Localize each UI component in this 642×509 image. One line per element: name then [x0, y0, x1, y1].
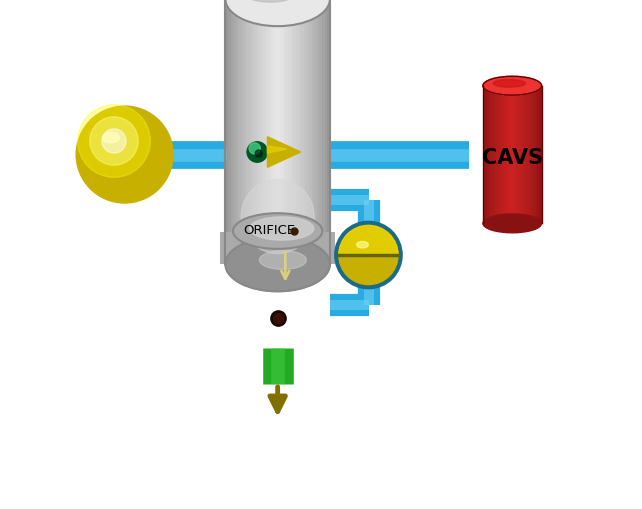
- Bar: [532, 87, 534, 224]
- Bar: [267, 0, 270, 265]
- Bar: [501, 87, 503, 224]
- Bar: [277, 0, 281, 265]
- Bar: [304, 0, 307, 265]
- Bar: [254, 0, 257, 265]
- Ellipse shape: [356, 242, 369, 248]
- Bar: [510, 87, 513, 224]
- Ellipse shape: [225, 0, 330, 27]
- Bar: [526, 87, 528, 224]
- Bar: [249, 0, 252, 265]
- Bar: [508, 87, 511, 224]
- Bar: [327, 0, 331, 265]
- Bar: [499, 87, 501, 224]
- Bar: [272, 0, 275, 265]
- Circle shape: [339, 226, 398, 285]
- Circle shape: [247, 143, 268, 163]
- Bar: [241, 0, 244, 265]
- Bar: [507, 87, 509, 224]
- Ellipse shape: [250, 217, 314, 241]
- Bar: [238, 0, 241, 265]
- Bar: [259, 0, 263, 265]
- Bar: [288, 0, 291, 265]
- Bar: [489, 87, 491, 224]
- Bar: [314, 0, 317, 265]
- Circle shape: [334, 222, 402, 289]
- Bar: [301, 0, 304, 265]
- Bar: [530, 87, 532, 224]
- Ellipse shape: [483, 77, 542, 96]
- Ellipse shape: [225, 238, 330, 292]
- Circle shape: [90, 118, 138, 166]
- Bar: [522, 87, 525, 224]
- Bar: [490, 87, 493, 224]
- Circle shape: [102, 130, 126, 154]
- Bar: [483, 87, 485, 224]
- Bar: [487, 87, 489, 224]
- Circle shape: [78, 105, 150, 178]
- Polygon shape: [268, 147, 287, 154]
- Circle shape: [256, 151, 263, 158]
- Ellipse shape: [233, 214, 322, 249]
- Bar: [230, 0, 234, 265]
- Circle shape: [76, 107, 173, 204]
- Bar: [311, 0, 315, 265]
- Bar: [265, 0, 268, 265]
- Wedge shape: [339, 226, 398, 256]
- Bar: [233, 0, 236, 265]
- Bar: [518, 87, 521, 224]
- Bar: [309, 0, 312, 265]
- Bar: [497, 87, 499, 224]
- Bar: [296, 0, 299, 265]
- Bar: [512, 87, 515, 224]
- Bar: [262, 0, 265, 265]
- Bar: [306, 0, 309, 265]
- Bar: [257, 0, 260, 265]
- Bar: [505, 87, 507, 224]
- Bar: [540, 87, 542, 224]
- Bar: [494, 87, 497, 224]
- Bar: [281, 0, 283, 265]
- Ellipse shape: [493, 80, 525, 88]
- Bar: [291, 0, 294, 265]
- Bar: [535, 87, 538, 224]
- Bar: [244, 0, 247, 265]
- Bar: [534, 87, 536, 224]
- Ellipse shape: [225, 238, 330, 292]
- Circle shape: [249, 144, 260, 155]
- Bar: [220, 233, 335, 265]
- Bar: [299, 0, 302, 265]
- Bar: [320, 0, 322, 265]
- Bar: [247, 0, 249, 265]
- Bar: [524, 87, 526, 224]
- Bar: [225, 0, 229, 265]
- Bar: [516, 87, 519, 224]
- Ellipse shape: [259, 251, 306, 270]
- Bar: [286, 0, 289, 265]
- Bar: [485, 87, 487, 224]
- Bar: [503, 87, 505, 224]
- Ellipse shape: [483, 215, 542, 233]
- Ellipse shape: [103, 133, 119, 144]
- Bar: [275, 0, 278, 265]
- Bar: [537, 87, 540, 224]
- Bar: [236, 0, 239, 265]
- Bar: [514, 87, 517, 224]
- Polygon shape: [268, 137, 300, 168]
- Ellipse shape: [241, 180, 314, 254]
- Text: CAVS: CAVS: [482, 148, 543, 168]
- Bar: [528, 87, 530, 224]
- Bar: [317, 0, 320, 265]
- Bar: [322, 0, 325, 265]
- Bar: [520, 87, 523, 224]
- Bar: [325, 0, 328, 265]
- Bar: [283, 0, 286, 265]
- Ellipse shape: [241, 0, 299, 3]
- Text: ORIFICE: ORIFICE: [243, 223, 295, 237]
- Bar: [270, 0, 273, 265]
- Bar: [492, 87, 495, 224]
- Bar: [228, 0, 231, 265]
- Bar: [293, 0, 297, 265]
- Bar: [252, 0, 255, 265]
